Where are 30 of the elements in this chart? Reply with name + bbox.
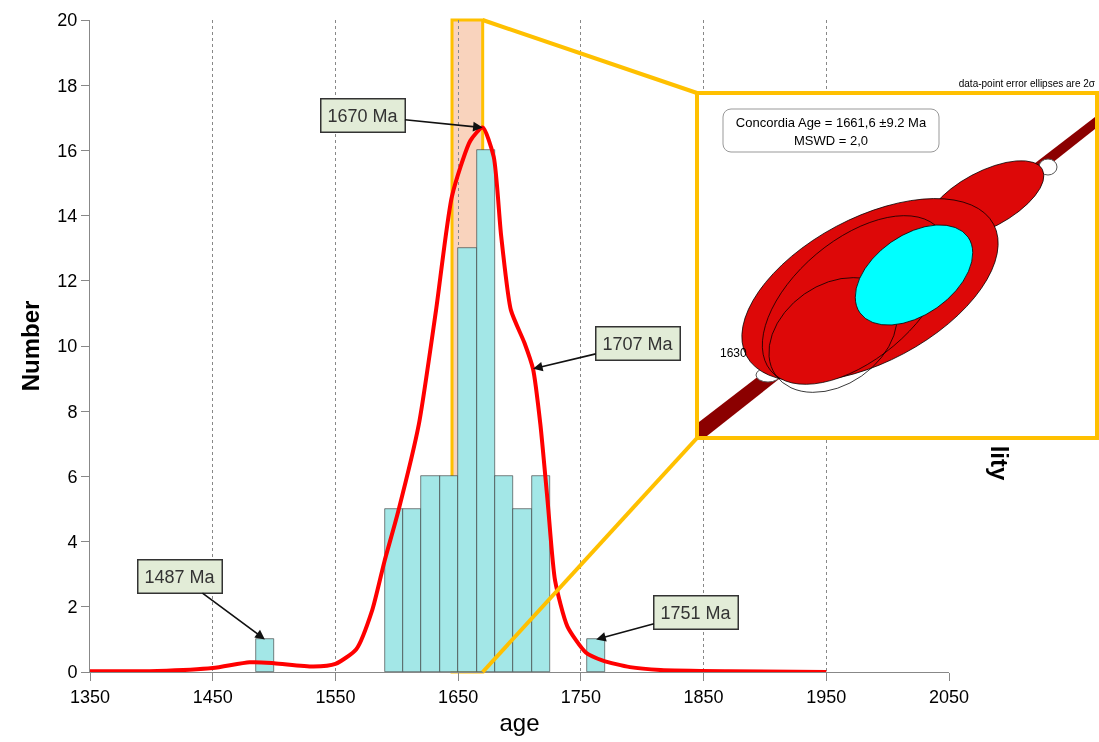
x-tick-label: 1450 (192, 686, 233, 707)
y-tick-label: 20 (57, 10, 78, 31)
x-tick-label: 1850 (683, 686, 724, 707)
y-axis-title: Number (17, 300, 45, 392)
annotation: 1487 Ma (144, 566, 216, 587)
annotation: 1630 (720, 346, 748, 360)
y-tick-label: 14 (57, 205, 78, 226)
y-tick-label: 12 (57, 271, 78, 292)
x-axis-title: age (499, 708, 540, 736)
x-tick-label: 1350 (69, 686, 111, 707)
y-tick-label: 6 (67, 466, 78, 487)
annotation: Concordia Age = 1661,6 ±9.2 Ma (735, 115, 927, 130)
x-tick-label: 2050 (928, 686, 970, 707)
x-tick-label: 1650 (438, 686, 479, 707)
y-tick-label: 16 (57, 140, 78, 161)
y-tick-label: 18 (57, 75, 78, 96)
y-tick-label: 2 (67, 597, 78, 618)
annotation: MSWD = 2,0 (793, 133, 869, 148)
annotation: 1751 Ma (660, 602, 732, 623)
y-tick-label: 10 (57, 336, 78, 357)
x-tick-label: 1750 (560, 686, 601, 707)
y2-axis-title: lity (986, 445, 1014, 482)
text: data-point error ellipses are 2σ (958, 78, 1096, 89)
y-tick-label: 4 (67, 531, 78, 552)
y-tick-label: 8 (67, 401, 78, 422)
annotation: 1670 Ma (327, 105, 399, 126)
x-tick-label: 1950 (806, 686, 847, 707)
y-tick-label: 0 (67, 662, 78, 683)
annotation: 1707 Ma (602, 333, 674, 354)
x-tick-label: 1550 (315, 686, 356, 707)
